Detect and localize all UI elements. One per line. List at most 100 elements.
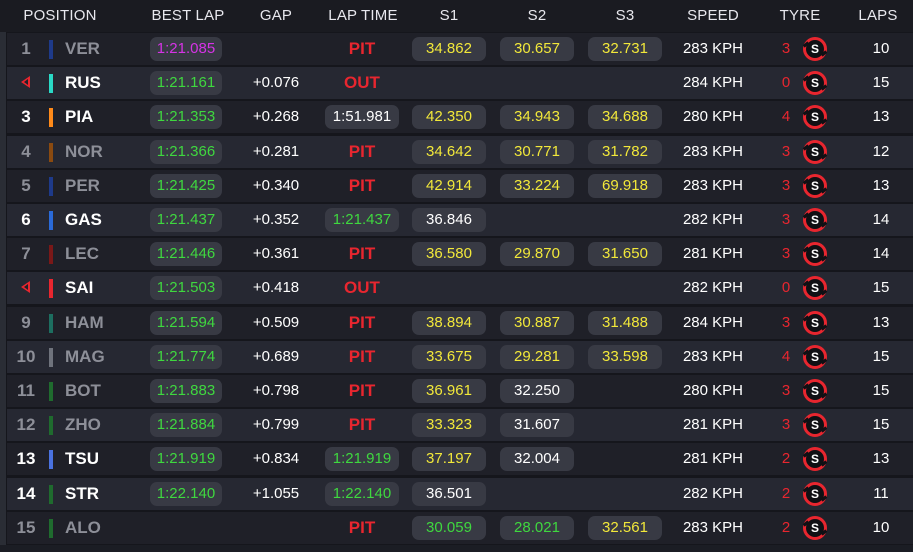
laps-count: 15 xyxy=(872,382,890,399)
table-row[interactable]: 4 NOR 1:21.366 +0.281 PIT 34.642 30.771 31.782 2… xyxy=(7,135,913,168)
laps-count: 15 xyxy=(872,416,890,434)
driver-code: ALO xyxy=(65,517,101,537)
table-row[interactable]: 7 LEC 1:21.446 +0.361 PIT 36.580 29.870 31.650 2… xyxy=(7,238,913,271)
laps-count: 13 xyxy=(872,108,890,126)
table-row[interactable]: 15 ALO PIT 30.059 28.021 32.561 283 KPH 2 S 10 xyxy=(7,511,913,544)
table-row[interactable]: SAI 1:21.503 +0.418 OUT 282 KPH 0 S 15 xyxy=(7,272,913,305)
bottom-edge xyxy=(0,545,913,552)
laps-count: 10 xyxy=(872,518,890,536)
header-s3: S3 xyxy=(615,7,635,24)
best-lap-time: 1:21.425 xyxy=(150,173,222,198)
header-best-lap: BEST LAP xyxy=(151,7,225,24)
team-color-bar xyxy=(49,518,53,538)
laps-count: 11 xyxy=(873,484,889,502)
team-color-bar xyxy=(49,313,53,333)
soft-tyre-icon: S xyxy=(803,379,827,403)
driver-code: MAG xyxy=(65,346,105,366)
position-number: 5 xyxy=(21,175,31,195)
table-row[interactable]: RUS 1:21.161 +0.076 OUT 284 KPH 0 S 15 xyxy=(7,67,913,100)
laps-count: 15 xyxy=(872,279,890,297)
lap-time: 1:51.981 xyxy=(325,105,399,130)
speed-value: 282 KPH xyxy=(682,211,744,228)
soft-tyre-icon: S xyxy=(803,71,827,96)
soft-tyre-icon: S xyxy=(803,276,827,301)
position-number: 7 xyxy=(21,244,31,264)
driver-code: NOR xyxy=(65,141,103,161)
sector-s1-time: 34.862 xyxy=(412,37,486,61)
laps-count: 14 xyxy=(872,211,890,228)
sector-s1-time: 42.350 xyxy=(412,105,486,130)
gap-value: +0.418 xyxy=(252,279,300,297)
speed-value: 282 KPH xyxy=(682,279,744,297)
tyre-age: 4 xyxy=(781,108,791,126)
table-row[interactable]: 6 GAS 1:21.437 +0.352 1:21.437 36.846 282 KPH 3… xyxy=(7,204,913,236)
soft-tyre-icon: S xyxy=(803,105,827,130)
table-header: POSITION BEST LAP GAP LAP TIME S1 S2 S3 … xyxy=(0,0,913,32)
best-lap-time: 1:21.353 xyxy=(150,105,222,130)
best-lap-time: 1:21.884 xyxy=(150,413,222,438)
gap-value: +0.340 xyxy=(252,176,300,194)
soft-tyre-icon: S xyxy=(803,413,827,438)
team-color-bar xyxy=(49,450,53,470)
table-row[interactable]: 3 PIA 1:21.353 +0.268 1:51.981 42.350 34.943 34… xyxy=(7,101,913,134)
tyre-age: 0 xyxy=(781,279,791,297)
lap-status: PIT xyxy=(348,312,376,332)
table-row[interactable]: 1 VER 1:21.085 PIT 34.862 30.657 32.731 283 KPH… xyxy=(7,33,913,65)
lap-status: PIT xyxy=(348,415,376,435)
header-gap: GAP xyxy=(259,7,293,24)
gap-value: +0.798 xyxy=(252,382,300,399)
sector-s2-time: 30.657 xyxy=(500,37,574,61)
driver-code: PER xyxy=(65,175,100,195)
best-lap-time: 1:21.446 xyxy=(150,242,222,267)
gap-value: +0.361 xyxy=(252,245,300,263)
header-tyre: TYRE xyxy=(779,7,821,24)
team-color-bar xyxy=(49,176,53,196)
pit-arrow-icon xyxy=(21,76,30,89)
soft-tyre-icon: S xyxy=(803,447,827,472)
table-row[interactable]: 5 PER 1:21.425 +0.340 PIT 42.914 33.224 69.918 2… xyxy=(7,169,913,202)
sector-s3-time: 34.688 xyxy=(588,105,662,130)
driver-code: GAS xyxy=(65,210,102,229)
sector-s1-time: 37.197 xyxy=(412,447,486,472)
table-row[interactable]: 10 MAG 1:21.774 +0.689 PIT 33.675 29.281 33.598… xyxy=(7,340,913,373)
gap-value: +0.689 xyxy=(252,347,300,365)
sector-s1-time: 42.914 xyxy=(412,173,486,198)
table-row[interactable]: 13 TSU 1:21.919 +0.834 1:21.919 37.197 32.004 2… xyxy=(7,443,913,476)
soft-tyre-icon: S xyxy=(803,139,827,164)
laps-count: 15 xyxy=(872,347,890,365)
driver-code: STR xyxy=(65,483,99,503)
best-lap-time: 1:21.883 xyxy=(150,379,222,403)
best-lap-time: 1:21.366 xyxy=(150,139,222,164)
driver-code: RUS xyxy=(65,73,101,93)
tyre-age: 2 xyxy=(781,450,791,468)
left-edge xyxy=(0,0,6,552)
sector-s1-time: 36.580 xyxy=(412,242,486,267)
laps-count: 15 xyxy=(872,74,890,92)
team-color-bar xyxy=(49,74,53,94)
sector-s3-time: 69.918 xyxy=(588,173,662,198)
table-row[interactable]: 11 BOT 1:21.883 +0.798 PIT 36.961 32.250 280 KP… xyxy=(7,375,913,407)
table-row[interactable]: 14 STR 1:22.140 +1.055 1:22.140 36.501 282 KPH… xyxy=(7,477,913,510)
tyre-age: 3 xyxy=(781,40,791,57)
sector-s2-time: 30.887 xyxy=(500,310,574,335)
header-laps: LAPS xyxy=(858,7,898,24)
lap-status: PIT xyxy=(348,517,376,537)
gap-value: +0.834 xyxy=(252,450,300,468)
team-color-bar xyxy=(49,108,53,128)
soft-tyre-icon: S xyxy=(803,310,827,335)
speed-value: 281 KPH xyxy=(682,450,744,468)
speed-value: 280 KPH xyxy=(682,108,744,126)
sector-s2-time: 28.021 xyxy=(500,515,574,540)
header-position: POSITION xyxy=(23,7,97,24)
sector-s2-time: 29.281 xyxy=(500,344,574,369)
tyre-age: 3 xyxy=(781,176,791,194)
table-row[interactable]: 9 HAM 1:21.594 +0.509 PIT 38.894 30.887 31.488 2… xyxy=(7,306,913,339)
laps-count: 10 xyxy=(872,40,890,57)
team-color-bar xyxy=(49,347,53,367)
lap-time: 1:21.919 xyxy=(325,447,399,472)
driver-code: LEC xyxy=(65,244,99,264)
table-row[interactable]: 12 ZHO 1:21.884 +0.799 PIT 33.323 31.607 281 KP… xyxy=(7,409,913,442)
header-speed: SPEED xyxy=(687,7,739,24)
laps-count: 13 xyxy=(872,313,890,331)
sector-s2-time: 31.607 xyxy=(500,413,574,438)
